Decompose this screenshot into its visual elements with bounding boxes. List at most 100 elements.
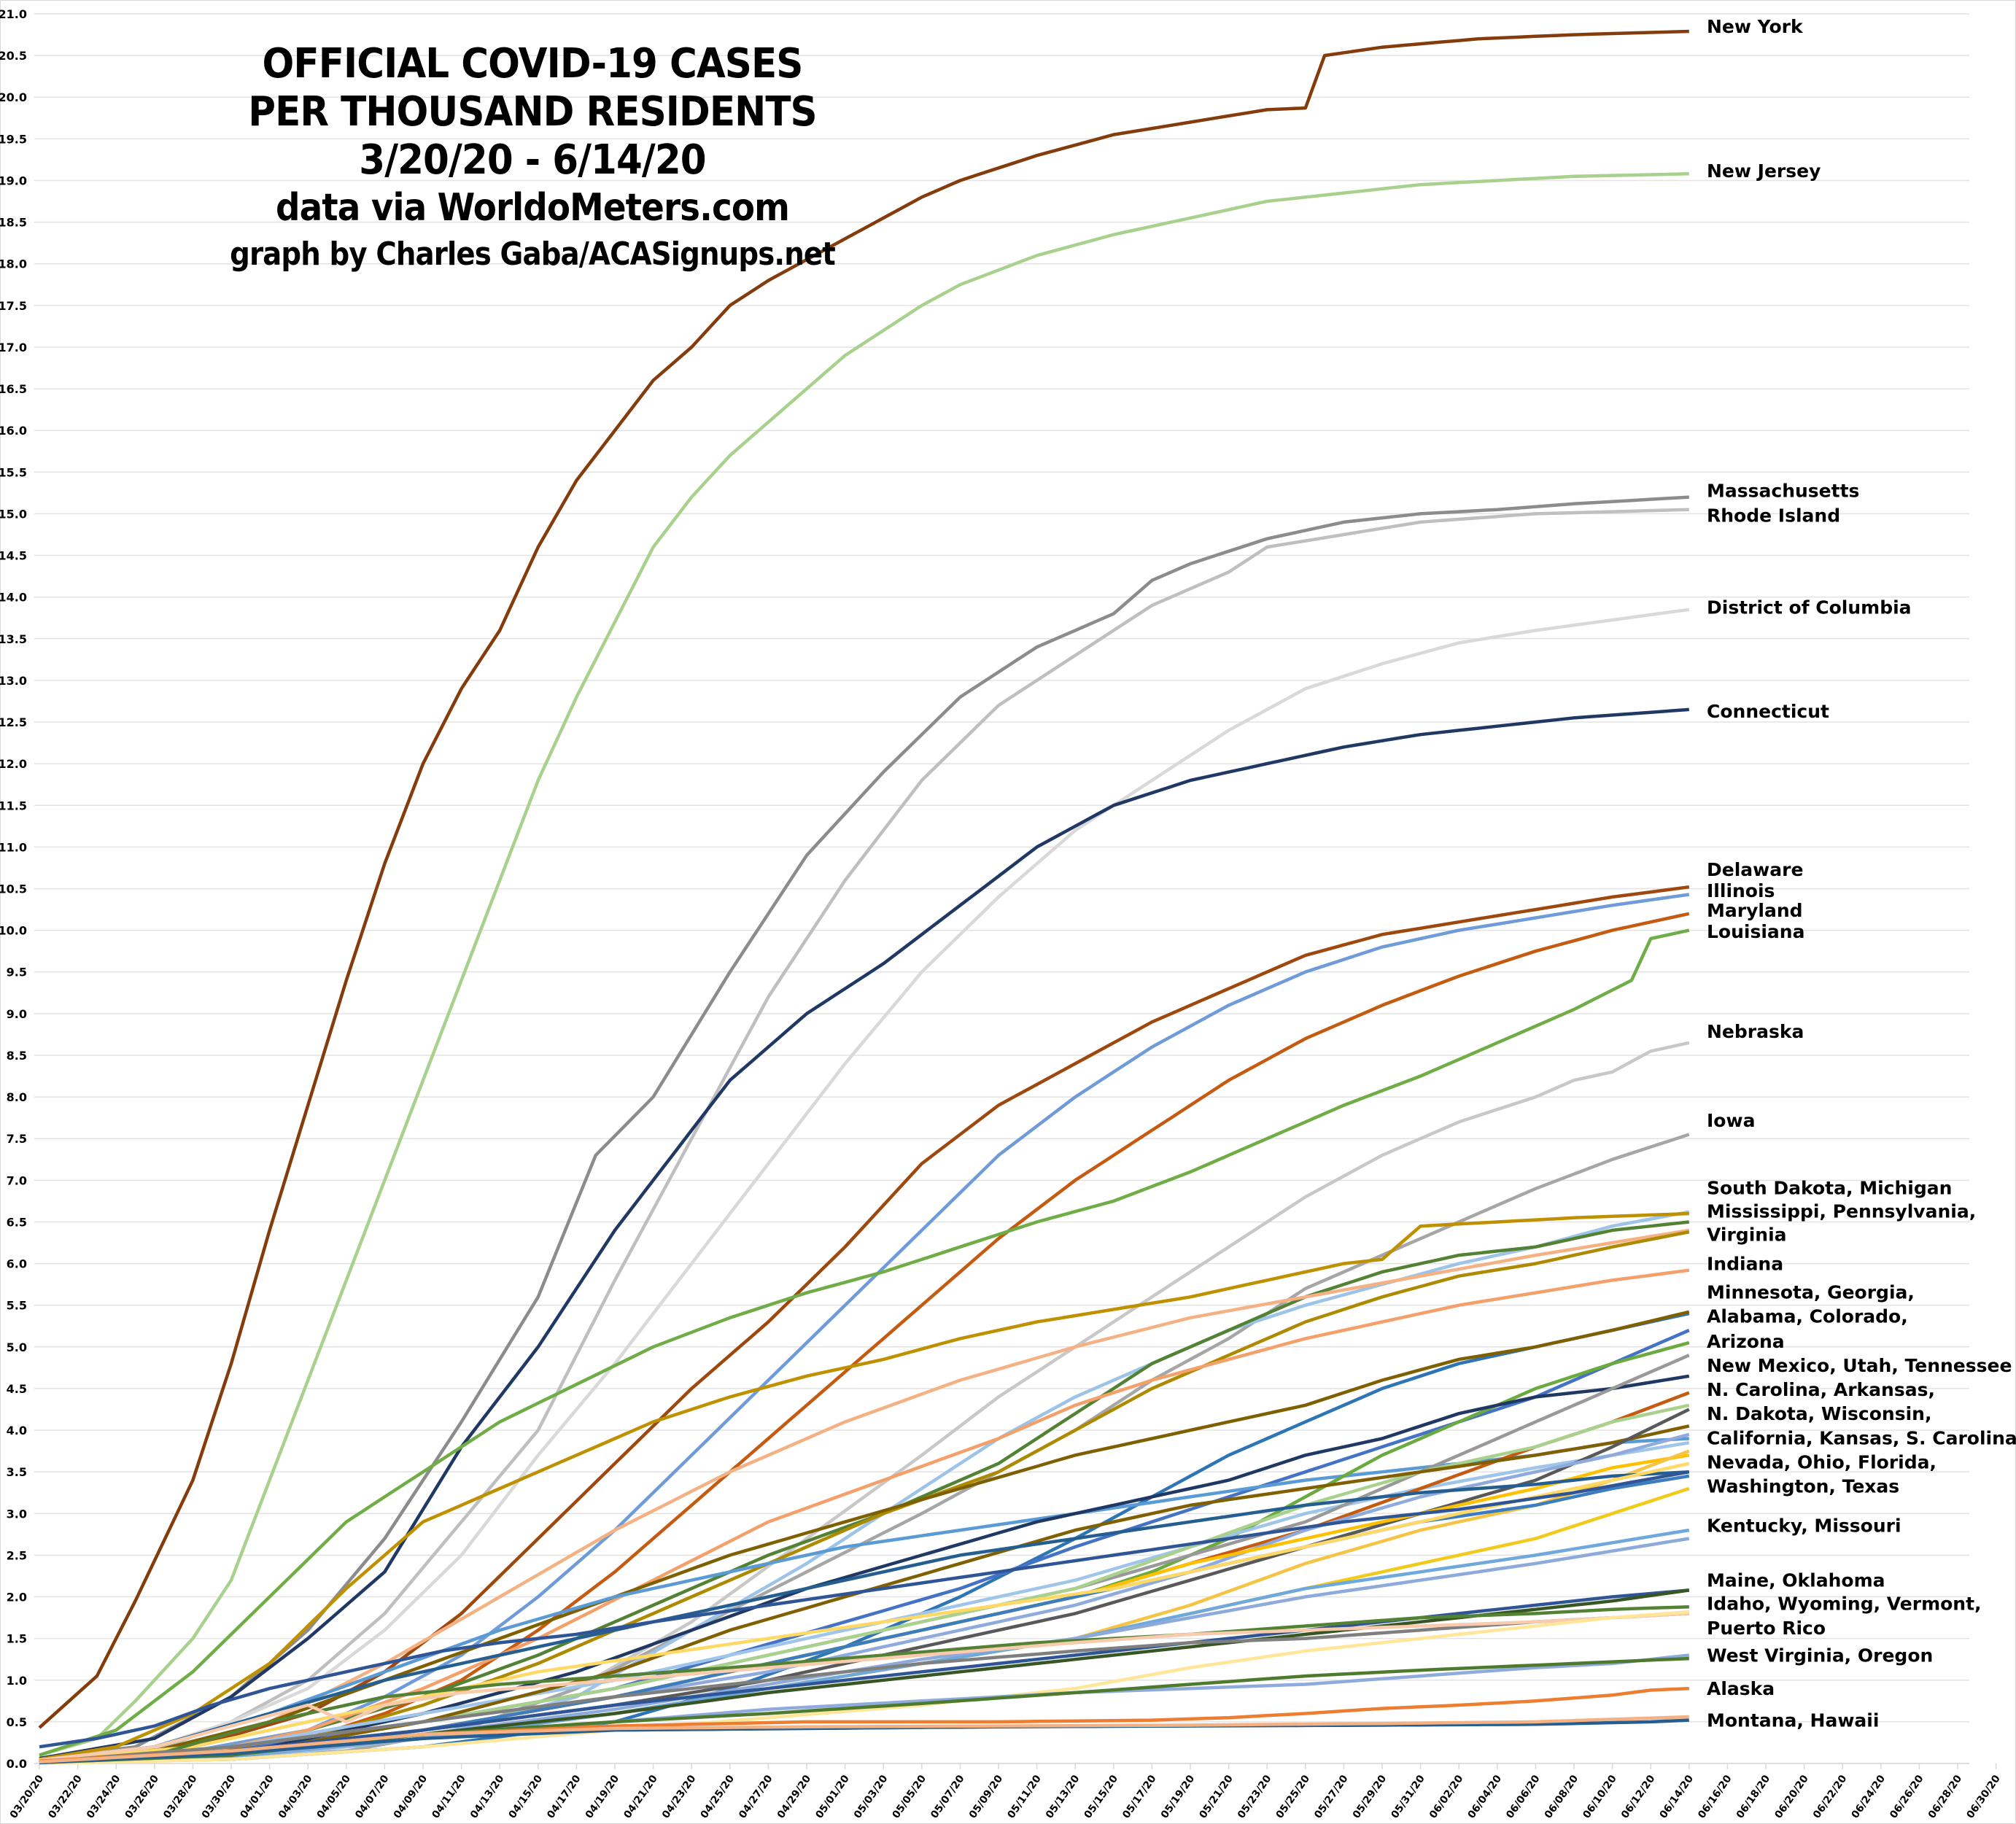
x-tick-label: 05/09/20 bbox=[967, 1773, 1006, 1821]
x-tick-label: 04/29/20 bbox=[775, 1773, 814, 1821]
x-tick-label: 06/10/20 bbox=[1581, 1773, 1619, 1821]
y-tick-label: 0.0 bbox=[7, 1757, 27, 1771]
x-tick-label: 06/04/20 bbox=[1466, 1773, 1505, 1821]
y-tick-label: 17.0 bbox=[0, 341, 27, 354]
title-line-1: OFFICIAL COVID-19 CASES bbox=[262, 40, 804, 88]
y-tick-label: 2.5 bbox=[7, 1548, 27, 1562]
end-label: District of Columbia bbox=[1707, 597, 1912, 618]
x-tick-label: 06/20/20 bbox=[1772, 1773, 1811, 1821]
y-tick-label: 9.0 bbox=[7, 1007, 27, 1021]
y-tick-label: 5.0 bbox=[7, 1340, 27, 1354]
x-axis: 03/20/20 03/22/20 03/24/20 03/26/20 03/28/20… bbox=[8, 1763, 2003, 1821]
x-tick-label: 05/01/20 bbox=[813, 1773, 852, 1821]
end-labels: New York New Jersey Massachusetts Rhode Isl… bbox=[1707, 16, 2016, 1731]
series-line-idaho bbox=[39, 1604, 1689, 1765]
x-tick-label: 03/26/20 bbox=[123, 1773, 162, 1821]
y-tick-label: 10.5 bbox=[0, 882, 27, 896]
series-line-new-york bbox=[38, 29, 1689, 1729]
y-tick-label: 18.0 bbox=[0, 257, 27, 271]
x-tick-label: 04/23/20 bbox=[660, 1773, 699, 1821]
x-tick-label: 06/24/20 bbox=[1850, 1773, 1888, 1821]
end-label: Maine, Oklahoma bbox=[1707, 1570, 1885, 1591]
y-tick-label: 14.0 bbox=[0, 591, 27, 605]
series-line-puerto-rico bbox=[39, 1610, 1689, 1766]
series-line-new-jersey bbox=[39, 172, 1689, 1757]
x-tick-label: 04/05/20 bbox=[315, 1773, 354, 1821]
x-tick-label: 04/03/20 bbox=[276, 1773, 315, 1821]
end-label: Iowa bbox=[1707, 1110, 1755, 1131]
series-line-hawaii bbox=[39, 1715, 1689, 1763]
end-label: New Jersey bbox=[1707, 160, 1821, 182]
series-line-wyoming bbox=[39, 1612, 1689, 1763]
x-tick-label: 05/17/20 bbox=[1120, 1773, 1159, 1821]
x-tick-label: 06/28/20 bbox=[1926, 1773, 1965, 1821]
x-tick-label: 03/24/20 bbox=[85, 1773, 123, 1821]
y-tick-label: 13.0 bbox=[0, 674, 27, 688]
x-tick-label: 06/08/20 bbox=[1543, 1773, 1581, 1821]
end-label: California, Kansas, S. Carolina, bbox=[1707, 1427, 2016, 1448]
y-tick-label: 16.0 bbox=[0, 424, 27, 438]
series-lines bbox=[38, 29, 1690, 1766]
y-tick-label: 15.5 bbox=[0, 465, 27, 479]
y-tick-label: 1.5 bbox=[7, 1632, 27, 1646]
series-line-district-of-columbia bbox=[39, 608, 1690, 1761]
x-tick-label: 04/11/20 bbox=[430, 1773, 468, 1821]
x-tick-label: 06/26/20 bbox=[1888, 1773, 1926, 1821]
series-line-michigan bbox=[39, 1211, 1689, 1761]
series-line-vermont bbox=[39, 1612, 1689, 1762]
x-tick-label: 04/07/20 bbox=[353, 1773, 392, 1821]
x-tick-label: 06/06/20 bbox=[1504, 1773, 1543, 1821]
y-tick-label: 3.0 bbox=[7, 1507, 27, 1521]
end-label: Idaho, Wyoming, Vermont, bbox=[1707, 1594, 1982, 1615]
y-tick-label: 8.0 bbox=[7, 1090, 27, 1104]
x-tick-label: 05/19/20 bbox=[1159, 1773, 1198, 1821]
x-tick-label: 05/27/20 bbox=[1312, 1773, 1351, 1821]
series-line-illinois bbox=[39, 893, 1690, 1763]
x-tick-label: 06/14/20 bbox=[1658, 1773, 1697, 1821]
y-tick-label: 20.5 bbox=[0, 49, 27, 63]
y-tick-label: 6.0 bbox=[7, 1257, 27, 1271]
x-tick-label: 04/25/20 bbox=[699, 1773, 737, 1821]
x-tick-label: 06/30/20 bbox=[1964, 1773, 2003, 1821]
x-tick-label: 05/03/20 bbox=[852, 1773, 891, 1821]
x-tick-label: 05/29/20 bbox=[1351, 1773, 1389, 1821]
y-tick-label: 20.0 bbox=[0, 90, 27, 104]
x-tick-label: 06/18/20 bbox=[1734, 1773, 1773, 1821]
series-line-nevada bbox=[39, 1470, 1689, 1762]
x-tick-label: 04/01/20 bbox=[238, 1773, 276, 1821]
y-tick-label: 3.5 bbox=[7, 1465, 27, 1479]
x-tick-label: 04/15/20 bbox=[507, 1773, 546, 1821]
end-label: New York bbox=[1707, 16, 1804, 37]
series-line-minnesota bbox=[39, 1311, 1690, 1765]
y-tick-label: 9.5 bbox=[7, 966, 27, 979]
series-line-rhode-island bbox=[39, 508, 1689, 1762]
y-tick-label: 5.5 bbox=[7, 1299, 27, 1313]
end-label: Alabama, Colorado, bbox=[1707, 1306, 1908, 1327]
end-label: Virginia bbox=[1707, 1225, 1787, 1246]
series-line-florida bbox=[39, 1462, 1690, 1763]
x-tick-label: 03/30/20 bbox=[200, 1773, 239, 1821]
x-tick-label: 04/13/20 bbox=[468, 1773, 507, 1821]
end-label: Delaware bbox=[1707, 859, 1803, 880]
y-tick-label: 17.5 bbox=[0, 299, 27, 313]
gridlines bbox=[34, 13, 1969, 1764]
x-tick-label: 05/05/20 bbox=[891, 1773, 929, 1821]
y-tick-label: 4.5 bbox=[7, 1382, 27, 1396]
end-label: Connecticut bbox=[1707, 701, 1829, 722]
end-label: West Virginia, Oregon bbox=[1707, 1645, 1933, 1666]
end-label: Indiana bbox=[1707, 1254, 1783, 1275]
end-label: Louisiana bbox=[1707, 921, 1804, 942]
x-tick-label: 03/22/20 bbox=[46, 1773, 85, 1821]
y-tick-label: 6.5 bbox=[7, 1215, 27, 1229]
x-tick-label: 06/02/20 bbox=[1427, 1773, 1466, 1821]
x-tick-label: 05/25/20 bbox=[1274, 1773, 1313, 1821]
end-label: Nevada, Ohio, Florida, bbox=[1707, 1451, 1936, 1472]
x-tick-label: 04/17/20 bbox=[545, 1773, 584, 1821]
title-line-2: PER THOUSAND RESIDENTS bbox=[248, 88, 817, 136]
y-tick-label: 12.0 bbox=[0, 757, 27, 771]
x-tick-label: 06/12/20 bbox=[1619, 1773, 1658, 1821]
y-tick-label: 13.5 bbox=[0, 632, 27, 646]
x-tick-label: 05/23/20 bbox=[1236, 1773, 1274, 1821]
end-label: Rhode Island bbox=[1707, 505, 1840, 527]
